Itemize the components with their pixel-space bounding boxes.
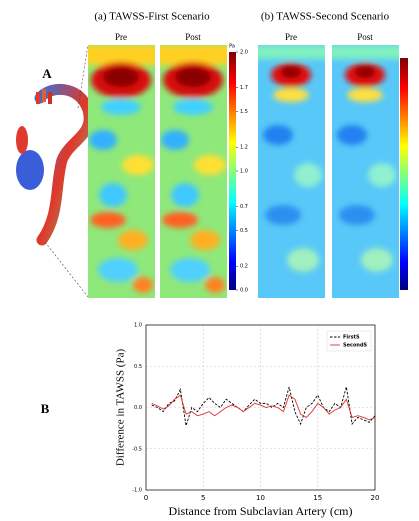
colorbar-tick-label: 1.0 [240,169,248,175]
panel-title: (b) TAWSS-Second Scenario [261,11,390,23]
colorbar-tick-label: 2.0 [240,50,248,56]
panel-label: B [41,401,50,416]
plot-frame [145,324,376,491]
y-tick-label: 1.0 [134,323,142,329]
colorbar-tick-label: 1.2 [240,145,248,151]
strip-label: Post [357,32,373,42]
colorbar-tick-label: 1.5 [240,109,248,115]
legend-box [326,330,372,352]
x-tick-label: 10 [256,494,265,502]
y-tick-label: -1.0 [132,488,142,494]
x-tick-label: 15 [313,494,322,502]
heatmap [253,45,333,298]
strip-label: Pre [115,32,127,42]
colorbar [229,52,236,290]
heatmap [155,45,235,298]
panel-label: A [42,66,52,81]
colorbar-tick-label: 0.2 [240,264,248,270]
x-axis-label: Distance from Subclavian Artery (cm) [169,504,353,518]
y-tick-label: -0.5 [132,446,142,452]
colorbar-tick-label: 1.7 [240,85,248,91]
x-tick-label: 0 [144,494,148,502]
series-line [151,394,376,421]
x-tick-label: 20 [371,494,380,502]
colorbar-unit: Pa [229,44,235,50]
heatmap [83,45,163,298]
colorbar-tick-label: 0.5 [240,228,248,234]
series-line [151,386,376,426]
legend-label: FirstS [343,335,360,341]
y-tick-label: 0.0 [134,405,142,411]
colorbar [400,58,408,290]
strip-label: Post [185,32,201,42]
y-tick-label: 0.5 [134,364,142,370]
x-tick-label: 5 [201,494,205,502]
colorbar-tick-label: 0.7 [240,204,248,210]
panel-title: (a) TAWSS-First Scenario [94,11,210,23]
aorta-model [16,44,95,298]
heatmap [327,45,407,298]
colorbar-tick-label: 0.0 [240,288,248,294]
legend-label: SecondS [343,343,368,349]
y-axis-label: Difference in TAWSS (Pa) [115,349,127,467]
strip-label: Pre [285,32,297,42]
